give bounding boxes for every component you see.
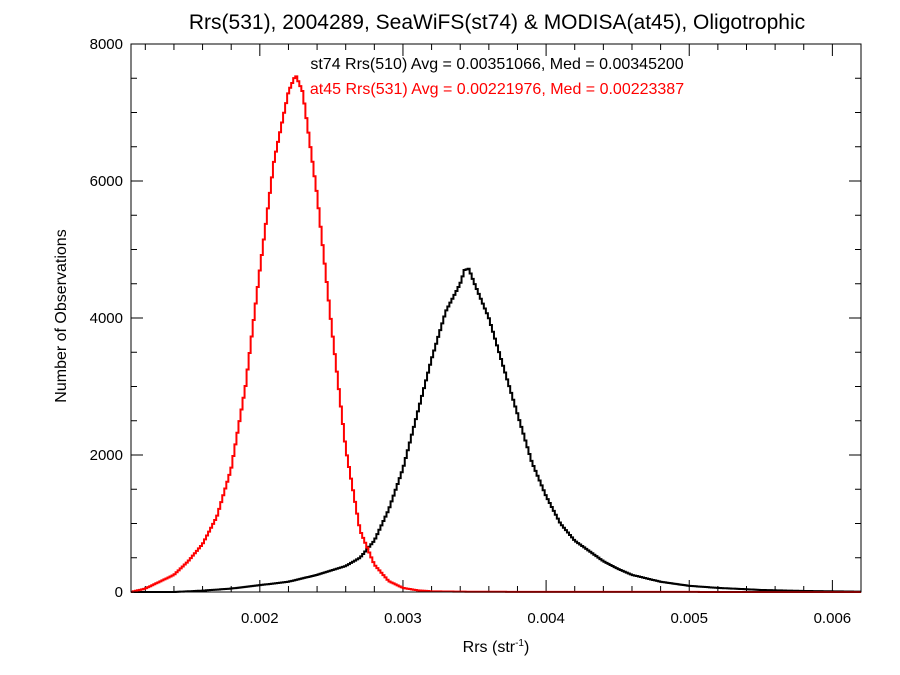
y-axis-label: Number of Observations (53, 229, 70, 402)
plot-frame (130, 43, 862, 593)
x-tick-label: 0.005 (670, 610, 708, 627)
x-tick-labels: 0.002 0.003 0.004 0.005 0.006 (241, 610, 851, 627)
y-tick-label: 4000 (90, 310, 123, 327)
annotation-1: st74 Rrs(510) Avg = 0.00351066, Med = 0.… (310, 56, 683, 73)
y-tick-label: 0 (115, 584, 123, 601)
chart-title: Rrs(531), 2004289, SeaWiFS(st74) & MODIS… (189, 11, 805, 34)
x-axis-label: Rrs (str-1) (463, 638, 530, 656)
y-tick-label: 6000 (90, 173, 123, 190)
y-tick-label: 2000 (90, 447, 123, 464)
annotation-group: st74 Rrs(510) Avg = 0.00351066, Med = 0.… (310, 56, 684, 98)
x-tick-label: 0.004 (527, 610, 565, 627)
x-axis-label-close: ) (524, 639, 529, 656)
series-line-1 (131, 267, 861, 593)
x-axis-label-base: Rrs (str (463, 639, 516, 656)
x-axis-label-superscript: -1 (515, 638, 524, 649)
x-tick-label: 0.003 (384, 610, 422, 627)
x-tick-label: 0.002 (241, 610, 279, 627)
annotation-2: at45 Rrs(531) Avg = 0.00221976, Med = 0.… (310, 81, 684, 98)
y-tick-label: 8000 (90, 36, 123, 53)
x-tick-label: 0.006 (814, 610, 852, 627)
y-tick-labels: 0 2000 4000 6000 8000 (90, 36, 123, 601)
axis-ticks (131, 43, 862, 593)
